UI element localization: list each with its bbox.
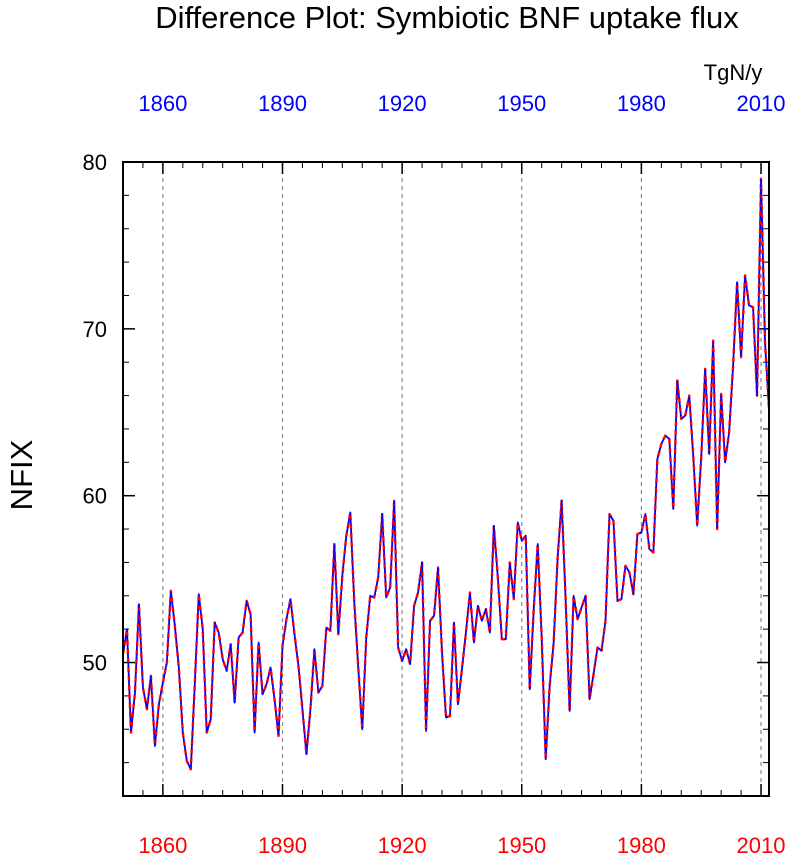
units-label: TgN/y <box>704 60 763 85</box>
series-line-a <box>123 177 769 771</box>
tick-labels: 1860 1860 1890 1890 1920 1920 1950 1950 1980 1980… <box>83 91 786 857</box>
x-tick-label-top: 1950 <box>497 91 546 116</box>
x-tick-label-top: 1890 <box>258 91 307 116</box>
y-tick-label: 50 <box>83 651 107 676</box>
y-tick-label: 80 <box>83 150 107 175</box>
x-tick-label-top: 1920 <box>378 91 427 116</box>
series-layer <box>123 177 769 771</box>
y-tick-label: 70 <box>83 317 107 342</box>
y-tick-label: 60 <box>83 484 107 509</box>
x-tick-label-top: 1860 <box>138 91 187 116</box>
x-tick-label-top: 1980 <box>617 91 666 116</box>
plot-frame <box>122 161 770 797</box>
y-axis-label: NFIX <box>4 439 39 510</box>
x-tick-label-bottom: 1950 <box>497 833 546 857</box>
x-tick-label-bottom: 1860 <box>138 833 187 857</box>
chart-title: Difference Plot: Symbiotic BNF uptake fl… <box>155 0 739 35</box>
x-tick-label-bottom: 1920 <box>378 833 427 857</box>
grid-lines <box>162 162 762 796</box>
x-tick-label-bottom: 1890 <box>258 833 307 857</box>
x-tick-label-bottom: 2010 <box>737 833 786 857</box>
series-line-b <box>123 177 769 771</box>
x-tick-label-top: 2010 <box>737 91 786 116</box>
x-tick-label-bottom: 1980 <box>617 833 666 857</box>
